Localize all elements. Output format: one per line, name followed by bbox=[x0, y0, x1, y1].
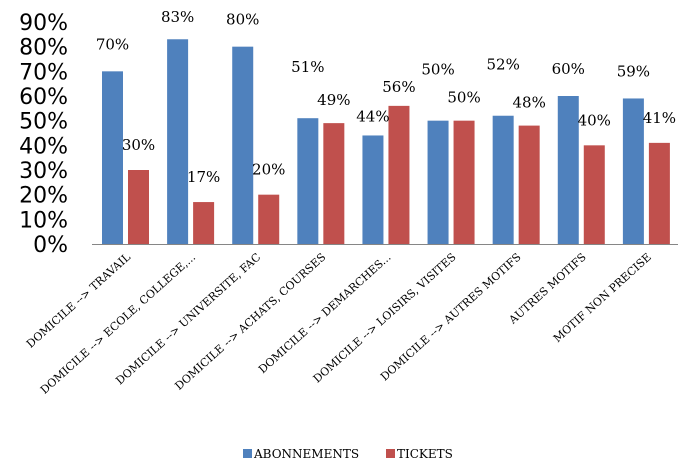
data-label-abonnements: 83% bbox=[161, 8, 194, 26]
x-tick-label: DOMICILE --> DEMARCHES... bbox=[256, 251, 393, 377]
data-label-abonnements: 60% bbox=[552, 60, 585, 78]
bar-tickets-1 bbox=[193, 202, 215, 244]
y-tick-label: 70% bbox=[19, 60, 68, 85]
bar-tickets-8 bbox=[648, 142, 670, 244]
data-label-tickets: 50% bbox=[447, 89, 480, 107]
y-axis: 0%10%20%30%40%50%60%70%80%90% bbox=[19, 11, 68, 258]
legend-swatch-tickets bbox=[386, 449, 395, 458]
bar-tickets-2 bbox=[258, 194, 280, 244]
bar-abonnements-3 bbox=[297, 118, 319, 244]
data-label-tickets: 41% bbox=[643, 109, 676, 127]
bar-abonnements-0 bbox=[102, 71, 123, 244]
x-tick-label: DOMICILE --> LOISIRS, VISITES bbox=[311, 251, 459, 386]
bar-abonnements-5 bbox=[427, 120, 449, 244]
data-label-abonnements: 70% bbox=[96, 35, 129, 53]
data-label-tickets: 17% bbox=[187, 168, 220, 186]
bar-abonnements-2 bbox=[232, 46, 254, 244]
y-tick-label: 60% bbox=[19, 85, 68, 110]
y-tick-label: 20% bbox=[19, 184, 68, 209]
bar-abonnements-6 bbox=[492, 115, 514, 244]
y-tick-label: 0% bbox=[33, 233, 68, 258]
x-tick-label: DOMICILE --> UNIVERSITE, FAC bbox=[113, 251, 263, 388]
x-tick-label: DOMICILE --> TRAVAIL bbox=[24, 250, 134, 350]
y-tick-label: 90% bbox=[19, 11, 68, 36]
bar-tickets-3 bbox=[323, 123, 345, 244]
bar-abonnements-4 bbox=[362, 135, 384, 244]
bar-tickets-6 bbox=[518, 125, 540, 244]
bar-abonnements-7 bbox=[557, 96, 579, 244]
data-labels-group: 70% 30% 83% 17% 80% 20% 51% 49% 44% 56% 50% 50% 52% 4… bbox=[96, 8, 676, 186]
legend-swatch-abonnements bbox=[243, 449, 252, 458]
bar-abonnements-8 bbox=[622, 98, 644, 244]
y-tick-label: 40% bbox=[19, 134, 68, 159]
x-tick-label: DOMICILE --> AUTRES MOTIFS bbox=[378, 251, 524, 384]
legend: ABONNEMENTS TICKETS bbox=[243, 447, 453, 461]
bar-tickets-0 bbox=[128, 170, 149, 244]
data-label-abonnements: 52% bbox=[486, 56, 519, 74]
y-tick-label: 10% bbox=[19, 208, 68, 233]
data-label-abonnements: 50% bbox=[421, 61, 454, 79]
data-label-tickets: 49% bbox=[317, 91, 350, 109]
bar-tickets-4 bbox=[388, 105, 410, 244]
y-tick-label: 30% bbox=[19, 159, 68, 184]
bars-group bbox=[102, 39, 670, 245]
legend-label-tickets: TICKETS bbox=[397, 447, 453, 461]
y-tick-label: 80% bbox=[19, 36, 68, 61]
bar-tickets-5 bbox=[453, 120, 475, 244]
data-label-tickets: 20% bbox=[252, 161, 285, 179]
bar-tickets-7 bbox=[583, 145, 605, 244]
data-label-tickets: 30% bbox=[122, 136, 155, 154]
data-label-abonnements: 80% bbox=[226, 11, 259, 29]
data-label-tickets: 48% bbox=[512, 94, 545, 112]
data-label-tickets: 56% bbox=[382, 78, 415, 96]
data-label-abonnements: 59% bbox=[617, 62, 650, 80]
data-label-abonnements: 44% bbox=[356, 107, 389, 125]
data-label-tickets: 40% bbox=[578, 111, 611, 129]
data-label-abonnements: 51% bbox=[291, 58, 324, 76]
legend-label-abonnements: ABONNEMENTS bbox=[253, 447, 359, 461]
bar-abonnements-1 bbox=[167, 39, 189, 245]
y-tick-label: 50% bbox=[19, 110, 68, 135]
